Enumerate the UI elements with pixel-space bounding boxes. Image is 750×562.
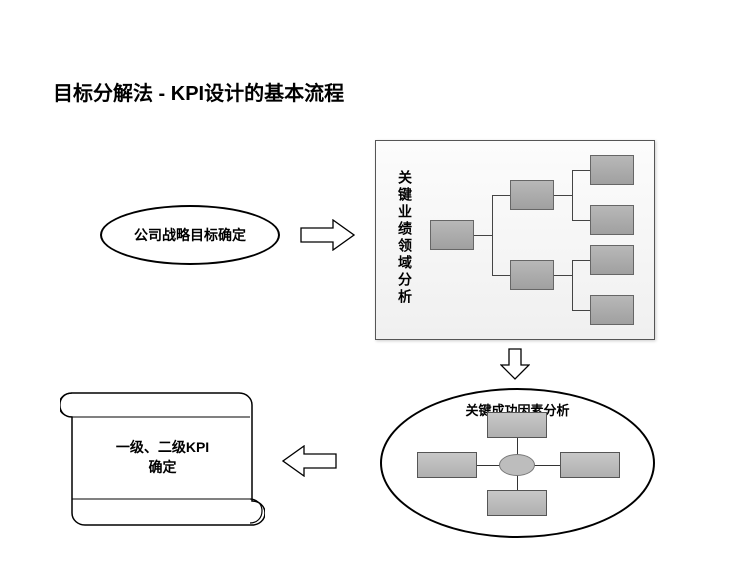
tree-line — [492, 275, 510, 276]
factor-box-top — [487, 412, 547, 438]
page-title: 目标分解法 - KPI设计的基本流程 — [53, 77, 344, 106]
tree-line — [572, 310, 590, 311]
tree-line — [492, 195, 493, 275]
node-strategy-goal-label: 公司战略目标确定 — [134, 225, 246, 245]
tree-line — [554, 195, 572, 196]
arrow-left — [282, 445, 337, 477]
factor-box-bottom — [487, 490, 547, 516]
factor-box-left — [417, 452, 477, 478]
arrow-down — [500, 348, 530, 380]
tree-line — [554, 275, 572, 276]
conn-line — [517, 474, 518, 490]
tree-mid-box — [510, 180, 554, 210]
factor-box-right — [560, 452, 620, 478]
node-key-area-label: 关键业绩领域分析 — [395, 170, 415, 306]
tree-root-box — [430, 220, 474, 250]
tree-mid-box — [510, 260, 554, 290]
node-strategy-goal: 公司战略目标确定 — [100, 205, 280, 265]
conn-line — [477, 465, 501, 466]
tree-line — [572, 260, 573, 310]
tree-line — [492, 195, 510, 196]
tree-line — [572, 170, 573, 220]
tree-leaf-box — [590, 155, 634, 185]
tree-leaf-box — [590, 295, 634, 325]
scroll-line1: 一级、二级KPI — [116, 438, 209, 458]
conn-line — [534, 465, 560, 466]
scroll-line2: 确定 — [116, 458, 209, 478]
center-ellipse — [499, 454, 535, 476]
tree-line — [572, 220, 590, 221]
arrow-right-1 — [300, 219, 355, 251]
tree-leaf-box — [590, 245, 634, 275]
tree-line — [572, 260, 590, 261]
tree-line — [572, 170, 590, 171]
tree-leaf-box — [590, 205, 634, 235]
node-kpi-scroll: 一级、二级KPI 确定 — [60, 388, 265, 528]
tree-line — [474, 235, 492, 236]
